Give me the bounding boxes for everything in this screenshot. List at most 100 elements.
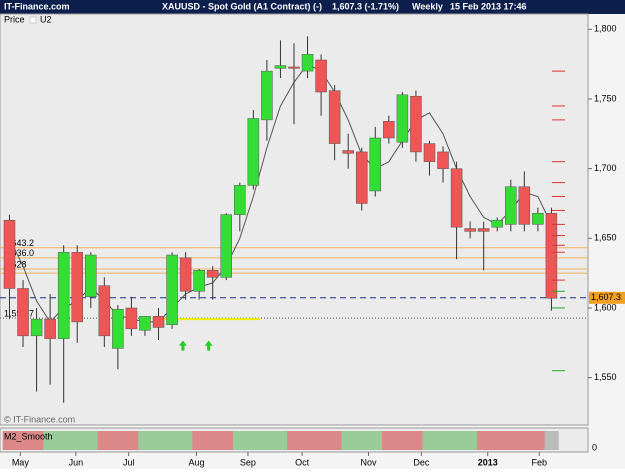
candle-body <box>532 212 544 225</box>
last-level-label: 1,607.3 <box>591 292 621 302</box>
x-tick-label: Feb <box>531 457 547 467</box>
smooth-signal <box>233 431 248 450</box>
legend-price: Price <box>4 14 25 24</box>
x-tick-label: 2013 <box>478 457 498 467</box>
smooth-signal <box>504 431 519 450</box>
smooth-signal <box>354 431 370 450</box>
last-level-box <box>589 291 625 304</box>
candle-body <box>193 270 205 292</box>
smooth-signal <box>422 431 437 450</box>
smooth-signal <box>2 431 17 450</box>
smooth-signal <box>70 431 85 450</box>
smooth-signal <box>43 431 58 450</box>
candle-body <box>112 309 124 349</box>
smooth-signal <box>205 431 220 450</box>
y-tick-label: 1,800 <box>594 24 617 34</box>
candle-body <box>477 228 490 232</box>
x-tick-label: Aug <box>188 457 204 467</box>
candle-body <box>179 257 192 292</box>
x-tick-label: Sep <box>240 457 256 467</box>
smooth-signal <box>219 431 234 450</box>
smooth-signal <box>124 431 139 450</box>
smooth-signal <box>395 431 410 450</box>
x-tick-label: Jun <box>69 457 84 467</box>
smooth-signal <box>314 431 329 450</box>
candle-body <box>261 70 273 121</box>
smooth-signal <box>287 431 302 450</box>
candle-body <box>98 285 111 337</box>
chart-title: XAUUSD - Spot Gold (A1 Contract) (-) <box>162 1 322 11</box>
smooth-signal <box>246 431 261 450</box>
smooth-signal <box>327 431 342 450</box>
candle-body <box>288 66 300 69</box>
candle-body <box>3 219 16 289</box>
smooth-signal <box>368 431 383 450</box>
candle-body <box>234 185 246 215</box>
copyright: © IT-Finance.com <box>4 414 75 424</box>
x-tick-label: Nov <box>361 457 378 467</box>
candle-body <box>423 143 436 162</box>
smooth-signal <box>341 431 356 450</box>
sub-panel-label: M2_Smooth <box>4 431 53 441</box>
smooth-signal <box>449 431 464 450</box>
smooth-signal <box>490 431 505 450</box>
level-label: 1,628 <box>4 259 27 269</box>
candle-body <box>518 186 531 225</box>
smooth-signal <box>544 431 559 450</box>
smooth-signal <box>138 431 153 450</box>
y-tick-label: 1,600 <box>594 302 617 312</box>
smooth-signal <box>16 431 31 450</box>
smooth-signal <box>273 431 288 450</box>
candle-body <box>396 94 409 143</box>
y-tick-label: 1,750 <box>594 93 617 103</box>
candle-body <box>152 316 165 328</box>
candle-body <box>125 307 138 330</box>
level-label: 1,643.2 <box>4 238 34 248</box>
smooth-signal <box>517 431 532 450</box>
y-tick-label: 1,550 <box>594 372 617 382</box>
signal-arrow <box>204 340 213 351</box>
candle-body <box>450 168 463 228</box>
y-tick-label: 1,700 <box>594 163 617 173</box>
smooth-signal <box>165 431 180 450</box>
timestamp: 15 Feb 2013 17:46 <box>450 1 527 11</box>
candle-body <box>274 65 287 69</box>
sub-panel-zero: 0 <box>592 442 597 452</box>
candle-body <box>166 254 178 325</box>
smooth-signal <box>56 431 71 450</box>
smooth-signal <box>476 431 491 450</box>
candle-body <box>437 151 449 169</box>
last-value: 1,607.3 (-1.71%) <box>332 1 399 11</box>
candle-body <box>383 121 395 139</box>
candle-body <box>17 288 29 337</box>
smooth-signal <box>409 431 424 450</box>
candle-body <box>57 251 70 339</box>
smooth-signal <box>463 431 478 450</box>
candle-body <box>85 254 97 298</box>
smooth-signal <box>97 431 112 450</box>
site-name: IT-Finance.com <box>4 1 70 11</box>
smooth-signal <box>300 431 315 450</box>
candle-body <box>464 228 476 232</box>
signal-arrow <box>178 340 187 351</box>
smooth-signal <box>260 431 275 450</box>
candle-body <box>355 151 368 204</box>
candle-body <box>139 316 151 331</box>
candle-body <box>315 59 327 93</box>
candle-body <box>342 150 354 154</box>
candle-body <box>220 214 233 278</box>
candle-body <box>410 95 422 153</box>
level-label: 1,636.0 <box>4 248 34 258</box>
candle-body <box>505 186 517 225</box>
legend-u2: U2 <box>40 14 52 24</box>
smooth-signal <box>29 431 44 450</box>
x-tick-label: May <box>12 457 30 467</box>
legend-swatch <box>29 16 37 24</box>
smooth-signal <box>151 431 166 450</box>
y-tick-label: 1,650 <box>594 233 617 243</box>
smooth-signal <box>192 431 207 450</box>
header-bar <box>0 0 625 14</box>
candle-body <box>545 212 558 299</box>
x-tick-label: Jul <box>123 457 135 467</box>
